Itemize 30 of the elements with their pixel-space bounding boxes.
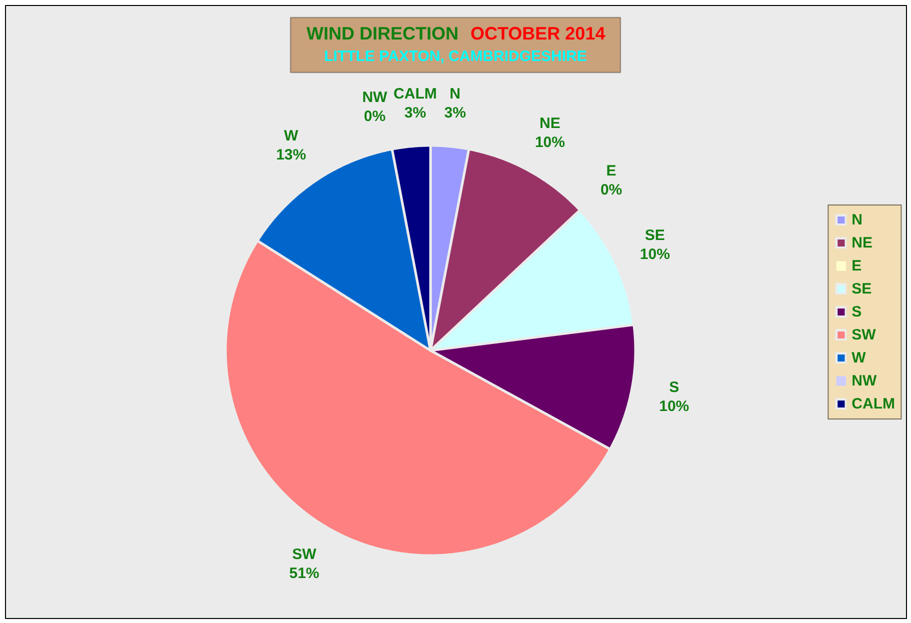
data-label: 13% (276, 146, 306, 164)
data-label: 3% (404, 104, 426, 122)
category-label: NW (362, 88, 388, 106)
text: OCTOBER 2014 (470, 24, 606, 44)
chart-title: WIND DIRECTION (306, 24, 459, 44)
slice-label: N (450, 86, 461, 103)
text: 0% (600, 182, 622, 199)
legend-label: N (852, 211, 864, 228)
legend-label: CALM (852, 395, 895, 412)
data-label: 10% (640, 246, 670, 263)
chart-subtitle: LITTLE PAXTON, CAMBRIDGESHIRE (324, 48, 587, 65)
slice-label: CALM (394, 86, 437, 103)
legend-label: W (852, 349, 867, 366)
slice-label: SE (644, 226, 665, 244)
slice-label: NE (540, 115, 560, 132)
legend-label: E (852, 257, 863, 274)
data-label: 10% (659, 398, 690, 415)
legend-label: SE (852, 280, 872, 297)
slice-label: W (284, 127, 300, 144)
category-label: E (606, 162, 616, 180)
legend-label: NE (852, 234, 873, 251)
data-label: 3% (444, 104, 466, 122)
data-label: 51% (289, 564, 320, 582)
legend-label: S (852, 303, 863, 320)
legend-label: SW (852, 326, 876, 343)
data-label: 10% (534, 134, 565, 152)
text: 0% (364, 108, 386, 125)
slice-label: S (669, 378, 680, 396)
slice-label: SW (292, 546, 318, 563)
legend-label: NW (852, 372, 877, 389)
